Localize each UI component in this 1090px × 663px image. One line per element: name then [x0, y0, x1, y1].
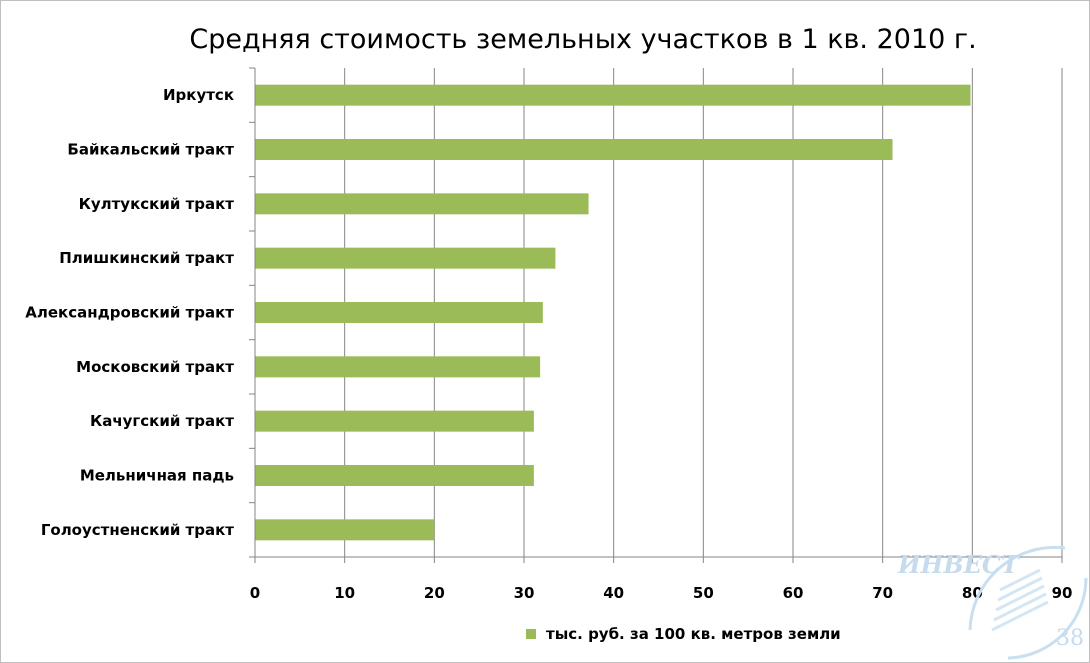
tick-labels: 0 10 20 30 40 50 60 70 80 90 — [250, 584, 1073, 602]
legend: тыс. руб. за 100 кв. метров земли — [526, 624, 841, 644]
bar — [255, 139, 893, 160]
x-tick-label: 30 — [514, 584, 535, 602]
chart-title: Средняя стоимость земельных участков в 1… — [189, 24, 977, 55]
bar — [255, 302, 543, 323]
category-label: Качугский тракт — [90, 412, 234, 430]
bar — [255, 247, 556, 269]
x-tick-label: 70 — [872, 584, 893, 602]
category-label: Иркутск — [163, 86, 234, 104]
watermark-text: ИНВЕСТ — [897, 550, 1021, 579]
x-tick-label: 40 — [603, 584, 624, 602]
invest38-watermark-logo: ИНВЕСТ 38 — [897, 545, 1088, 660]
x-tick-label: 50 — [693, 584, 714, 602]
bar — [255, 465, 534, 486]
category-labels: Иркутск Байкальский тракт Култукский тракт… — [25, 86, 234, 539]
bar — [255, 519, 435, 541]
x-tick-label: 60 — [783, 584, 804, 602]
legend-swatch — [526, 629, 536, 639]
x-tick-label: 0 — [250, 584, 260, 602]
bar — [255, 356, 541, 378]
category-label: Московский тракт — [76, 358, 234, 376]
watermark-number: 38 — [1056, 626, 1084, 651]
category-label: Байкальский тракт — [67, 141, 234, 159]
x-tick-label: 90 — [1052, 584, 1073, 602]
bar — [255, 410, 534, 432]
category-label: Голоустненский тракт — [41, 521, 234, 539]
bar — [255, 84, 971, 106]
legend-label: тыс. руб. за 100 кв. метров земли — [546, 625, 841, 643]
category-label: Александровский тракт — [25, 304, 234, 322]
bar — [255, 193, 589, 215]
bars — [255, 84, 971, 541]
x-tick-label: 20 — [424, 584, 445, 602]
axes — [249, 67, 1063, 563]
category-label: Култукский тракт — [79, 195, 235, 213]
category-label: Мельничная падь — [80, 467, 234, 485]
x-tick-label: 10 — [334, 584, 355, 602]
category-label: Плишкинский тракт — [59, 249, 234, 267]
